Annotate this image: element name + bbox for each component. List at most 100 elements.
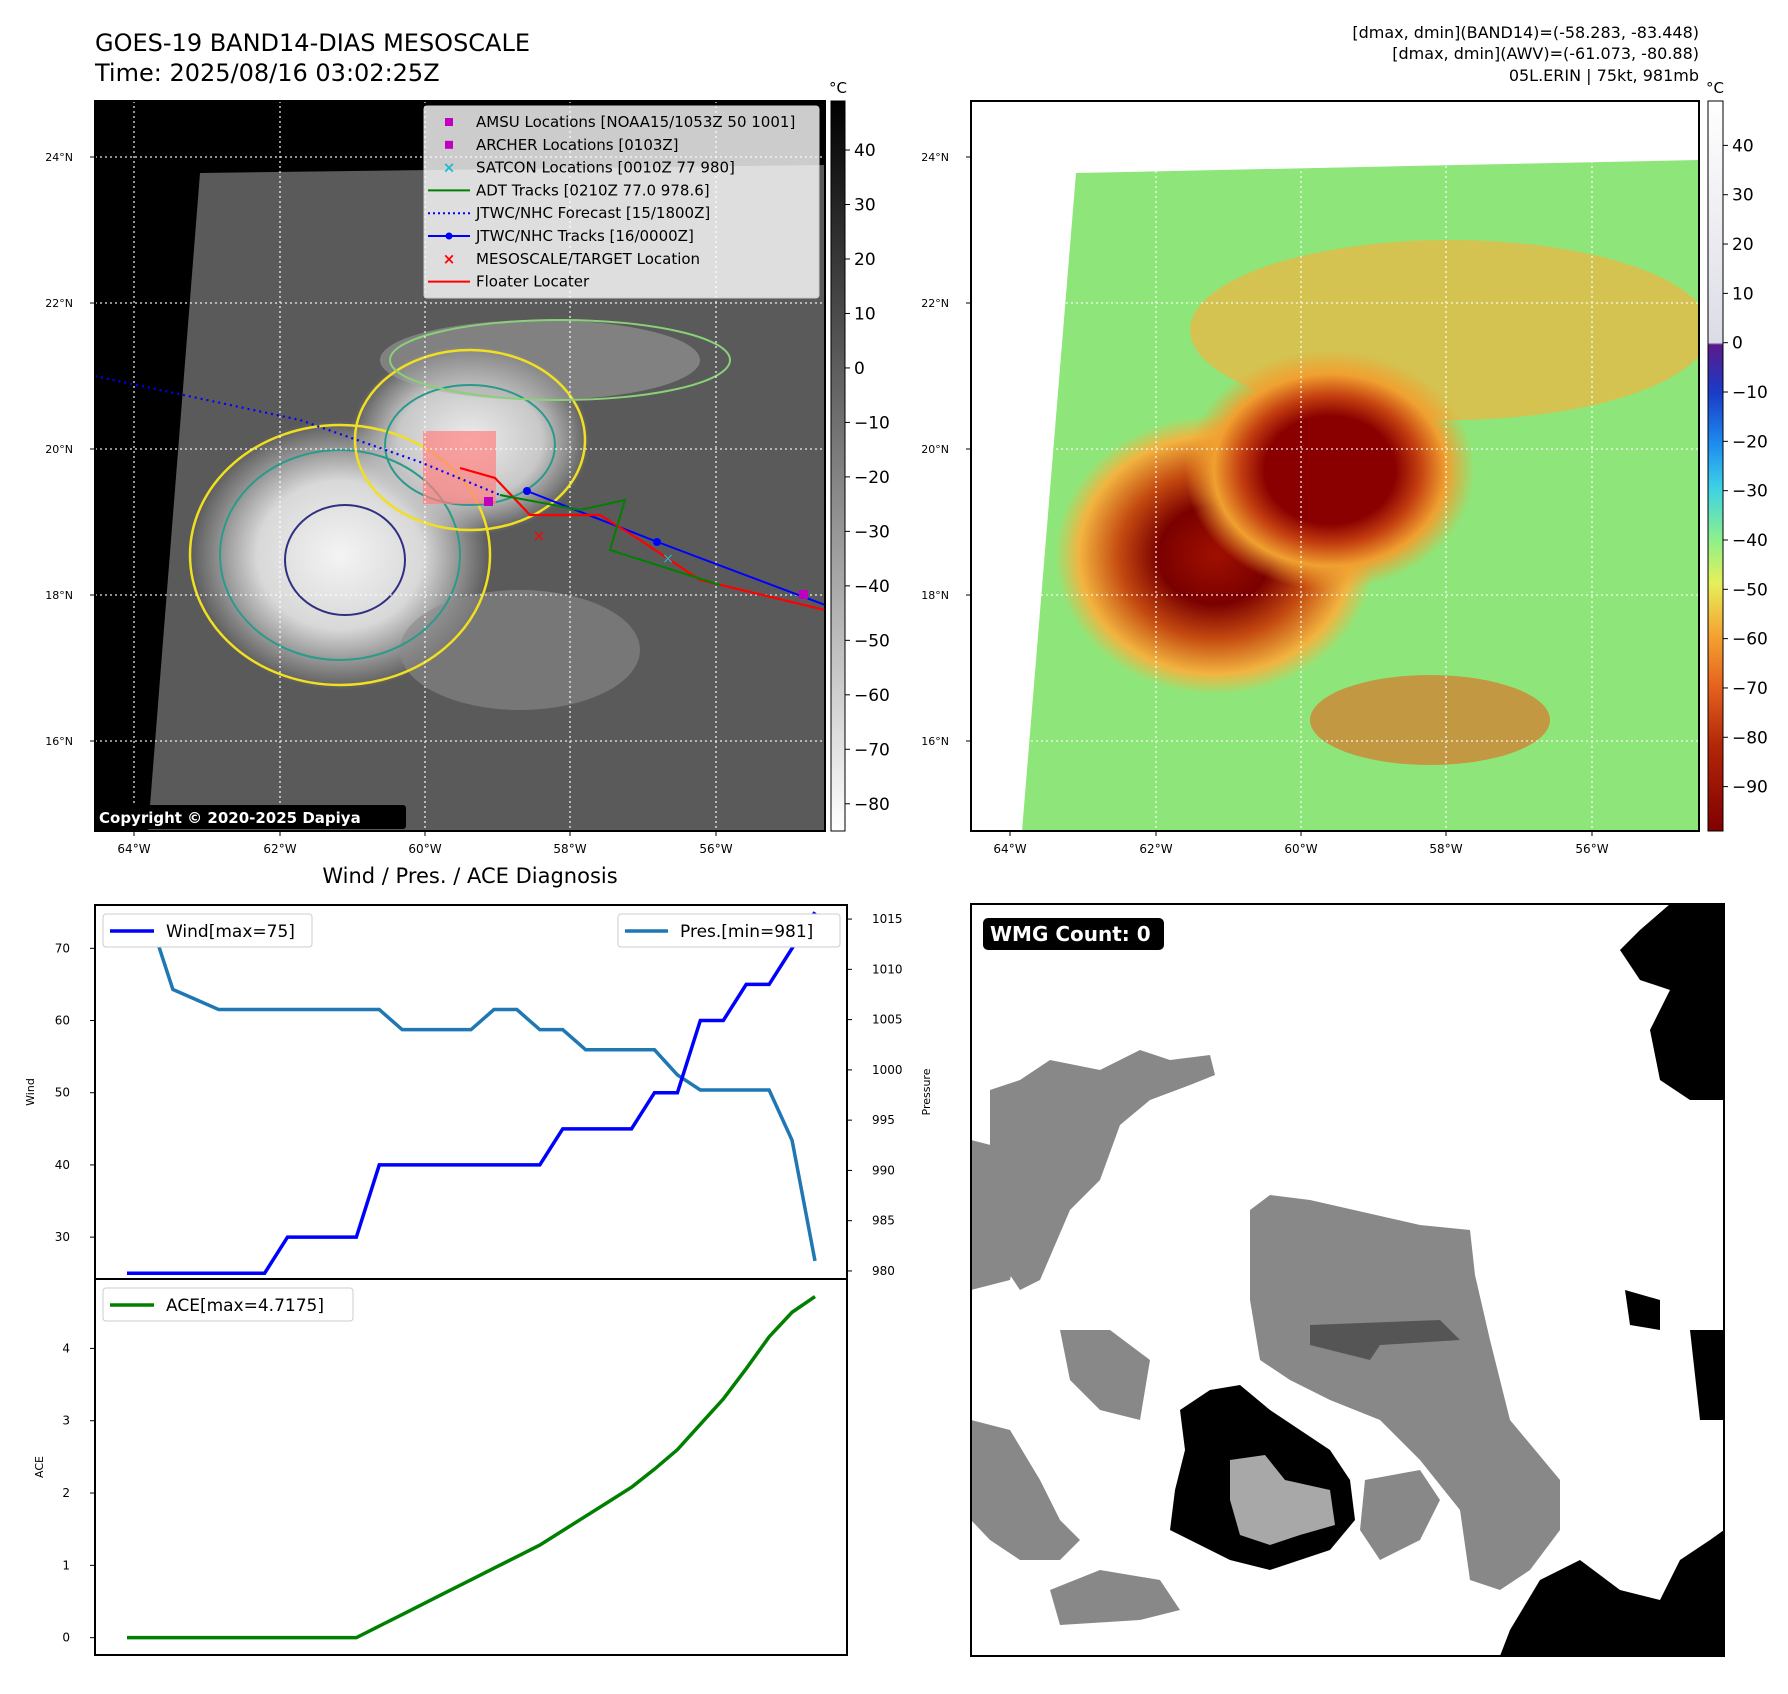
lat-tick-label: 16°N [921, 735, 949, 748]
ir-cloud-south [400, 590, 640, 710]
map-legend-box [423, 105, 820, 299]
pres-legend: Pres.[min=981] [617, 913, 841, 948]
pres-legend-box [617, 913, 841, 948]
colorbar-tick-label: −70 [1732, 679, 1768, 699]
lon-tick-label: 58°W [553, 842, 586, 856]
wmg-count-box [983, 918, 1164, 950]
wmg-lightgray-core [1230, 1455, 1335, 1545]
wind-ytick-label: 50 [55, 1086, 70, 1100]
ir-map-frame [94, 100, 826, 832]
map-legend: AMSU Locations [NOAA15/1053Z 50 1001] ARC… [423, 105, 820, 299]
ace-legend: ACE[max=4.7175] [102, 1287, 354, 1322]
wmg-gray-region [1360, 1470, 1440, 1560]
wmg-gray-region [1250, 1195, 1560, 1590]
ir-colorbar-unit: °C [829, 79, 847, 97]
storm-info: 05L.ERIN | 75kt, 981mb [1509, 66, 1699, 85]
colorbar-tick-label: 40 [1732, 136, 1754, 156]
diagnosis-panel: Wind / Pres. / ACE Diagnosis 30405060709… [24, 864, 933, 1656]
colorbar-tick-label: 20 [1732, 235, 1754, 255]
ir-contour-core [353, 348, 587, 532]
wmg-black-region [1500, 1530, 1724, 1656]
colorbar-tick-label: −40 [1732, 531, 1768, 551]
ir-contour-west [188, 423, 492, 687]
wind-ytick-label: 60 [55, 1014, 70, 1028]
wmg-gray-region [971, 1420, 1080, 1560]
wmg-gray-region [971, 1140, 1020, 1290]
colorbar-tick-label: −80 [1732, 728, 1768, 748]
pres-ytick-label: 995 [872, 1113, 895, 1127]
lat-tick-label: 20°N [921, 443, 949, 456]
wmg-black-region [1690, 1330, 1724, 1420]
wmg-gray-region [990, 1050, 1215, 1290]
pres-ytick-label: 1005 [872, 1013, 903, 1027]
colorbar-tick-label: 10 [854, 304, 876, 324]
wmg-gray-region [1060, 1330, 1150, 1420]
stats-awv: [dmax, dmin](AWV)=(-61.073, -80.88) [1392, 44, 1699, 63]
lat-tick-label: 18°N [45, 589, 73, 602]
colorbar-tick-label: −60 [1732, 630, 1768, 650]
legend-label: ADT Tracks [0210Z 77.0 978.6] [476, 181, 710, 199]
pres-legend-label: Pres.[min=981] [680, 922, 813, 942]
amsu-marker [799, 590, 808, 599]
ace-legend-box [102, 1287, 354, 1322]
copyright-text: Copyright © 2020-2025 Dapiya [99, 809, 361, 827]
adt-track [499, 494, 721, 586]
color-colorbar-unit: °C [1706, 79, 1724, 97]
colorbar-tick-label: −60 [854, 686, 890, 706]
colorbar-tick-label: −10 [854, 413, 890, 433]
colorbar-tick-label: −20 [854, 468, 890, 488]
colorbar-tick-label: −50 [854, 631, 890, 651]
color-colorbar-ticks: 40 30 20 10 0 −10 −20 −30 −40 −50 −60 −70 −80 −90 [1723, 136, 1768, 798]
legend-marker [428, 232, 470, 240]
pres-ytick-label: 1010 [872, 962, 903, 976]
figure-time: Time: 2025/08/16 03:02:25Z [94, 59, 440, 87]
ir-map-panel: × × AMSU Locations [NOAA15/1053Z 50 1001… [45, 79, 890, 856]
ace-ytick-label: 3 [62, 1414, 70, 1428]
color-map-frame [970, 100, 1700, 832]
legend-marker: × [443, 159, 456, 177]
colorbar-tick-label: 0 [854, 359, 865, 379]
lat-tick-label: 22°N [921, 297, 949, 310]
ir-contour-core-inner [384, 384, 556, 506]
ace-ytick-label: 0 [62, 1631, 70, 1645]
lon-tick-label: 58°W [1429, 842, 1462, 856]
colorbar-tick-label: −50 [1732, 580, 1768, 600]
colorbar-tick-label: −20 [1732, 432, 1768, 452]
ace-ytick-label: 2 [62, 1486, 70, 1500]
ir-lat-ticks: 24°N 22°N 20°N 18°N 16°N [45, 151, 95, 748]
legend-label: SATCON Locations [0010Z 77 980] [476, 159, 735, 177]
ir-contour-west-inner [219, 449, 461, 661]
legend-label: Floater Locater [476, 273, 590, 291]
wmg-frame [970, 903, 1725, 1657]
colorbar-tick-label: 10 [1732, 284, 1754, 304]
legend-marker: × [443, 250, 456, 268]
color-grid [971, 101, 1699, 831]
lon-tick-label: 60°W [408, 842, 441, 856]
colorbar-tick-label: −70 [854, 740, 890, 760]
wmg-black-region [1620, 904, 1724, 1100]
wmg-count-label: WMG Count: 0 [990, 922, 1151, 946]
pres-ytick-label: 985 [872, 1214, 895, 1228]
colorbar-tick-label: 20 [854, 250, 876, 270]
lat-tick-label: 18°N [921, 589, 949, 602]
lat-tick-label: 24°N [921, 151, 949, 164]
ir-contour-band [389, 319, 731, 401]
wind-ytick-label: 70 [55, 941, 70, 955]
colorbar-tick-label: −30 [854, 522, 890, 542]
wind-ytick-label: 40 [55, 1158, 70, 1172]
ace-axes [94, 1278, 848, 1656]
color-lon-ticks: 64°W 62°W 60°W 58°W 56°W [993, 831, 1609, 856]
ace-plot: 0 1 2 3 4 [62, 1295, 816, 1645]
wmg-gray-region [1050, 1570, 1180, 1625]
legend-marker [445, 140, 453, 149]
wmg-panel: WMG Count: 0 [970, 903, 1725, 1657]
ace-ylabel: ACE [33, 1456, 46, 1478]
colorbar-tick-label: 40 [854, 141, 876, 161]
pres-ytick-label: 980 [872, 1264, 895, 1278]
ace-ytick-label: 1 [62, 1558, 70, 1572]
colorbar-tick-label: −80 [854, 795, 890, 815]
color-cold-core [1185, 350, 1475, 590]
wind-ylabel: Wind [24, 1078, 37, 1106]
color-map-panel: 24°N 22°N 20°N 18°N 16°N 64°W 62°W 60°W 58°W 56°… [921, 79, 1768, 856]
